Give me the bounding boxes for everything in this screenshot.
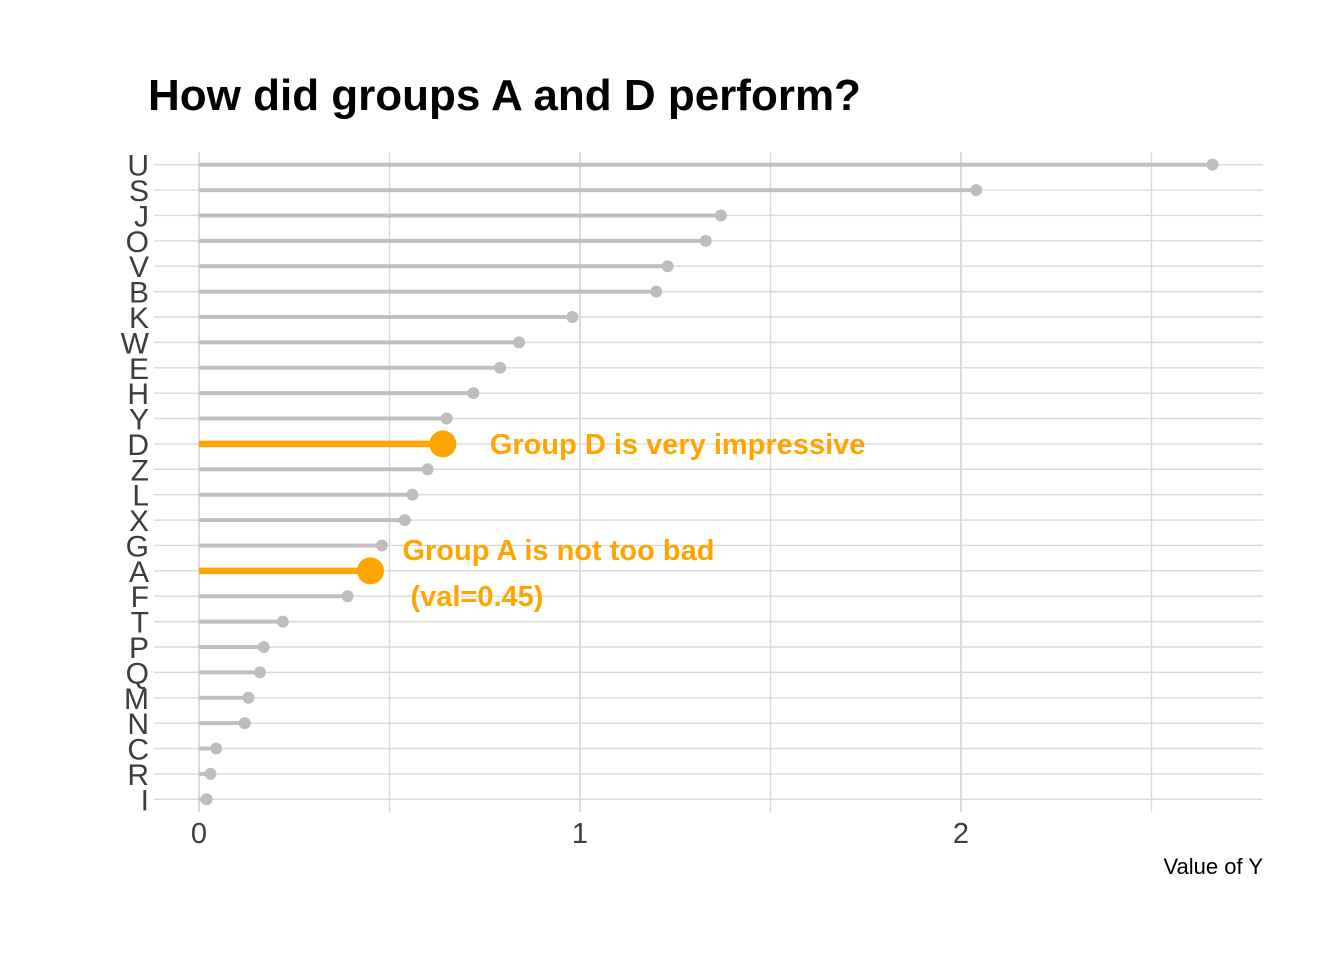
lollipop-dot — [398, 514, 411, 527]
lollipop-dot — [356, 557, 384, 585]
lollipop-dot — [429, 430, 457, 458]
lollipop-row-C: C — [127, 734, 1263, 767]
y-axis-label-R: R — [127, 759, 149, 792]
lollipop-row-T: T — [131, 607, 1263, 640]
y-axis-label-Q: Q — [126, 657, 149, 690]
y-axis-label-Z: Z — [131, 454, 149, 487]
y-axis-label-N: N — [127, 708, 149, 741]
y-axis-label-H: H — [127, 378, 149, 411]
lollipop-row-G: G — [126, 530, 1263, 563]
y-axis-label-B: B — [129, 277, 149, 310]
lollipop-row-D: D — [127, 429, 1263, 462]
y-axis-label-W: W — [121, 327, 150, 360]
x-tick-label-0: 0 — [191, 818, 207, 850]
lollipop-row-R: R — [127, 759, 1263, 792]
lollipop-dot — [714, 209, 727, 222]
lollipop-row-O: O — [126, 226, 1263, 259]
lollipop-dot — [253, 666, 266, 679]
annotation-group-d: Group D is very impressive — [490, 429, 866, 461]
y-axis-label-O: O — [126, 226, 149, 259]
lollipop-row-V: V — [129, 251, 1263, 284]
y-axis-label-K: K — [129, 302, 149, 335]
y-axis-label-C: C — [127, 734, 149, 767]
x-tick-label-1: 1 — [572, 818, 588, 850]
lollipop-dot — [375, 539, 388, 552]
y-axis-label-F: F — [131, 581, 149, 614]
lollipop-dot — [513, 336, 526, 349]
y-axis-label-L: L — [132, 480, 149, 513]
lollipop-row-E: E — [129, 353, 1263, 386]
lollipop-row-I: I — [141, 784, 1263, 817]
y-axis-label-T: T — [131, 607, 149, 640]
lollipop-dot — [238, 717, 251, 730]
y-axis-label-D: D — [127, 429, 149, 462]
lollipop-row-L: L — [132, 480, 1263, 513]
y-axis-label-M: M — [124, 683, 149, 716]
y-axis-label-U: U — [127, 150, 149, 183]
lollipop-dot — [204, 767, 217, 780]
lollipop-dot — [1206, 158, 1219, 171]
lollipop-row-H: H — [127, 378, 1263, 411]
lollipop-row-Y: Y — [129, 404, 1263, 437]
y-axis-label-X: X — [129, 505, 149, 538]
lollipop-dot — [970, 184, 983, 197]
y-axis-label-J: J — [134, 200, 149, 233]
annotation-group-a-line1: Group A is not too bad — [402, 535, 714, 567]
lollipop-row-B: B — [129, 277, 1263, 310]
lollipop-row-Q: Q — [126, 657, 1263, 690]
lollipop-dot — [257, 641, 270, 653]
lollipop-dot — [699, 234, 712, 247]
lollipop-row-U: U — [127, 150, 1263, 183]
lollipop-dot — [406, 488, 419, 501]
lollipop-row-A: A — [129, 556, 1263, 589]
annotation-group-a-line2: (val=0.45) — [410, 581, 543, 613]
lollipop-dot — [566, 311, 579, 323]
lollipop-row-K: K — [129, 302, 1263, 335]
lollipop-dot — [467, 387, 480, 400]
y-axis-label-P: P — [129, 632, 149, 665]
lollipop-row-X: X — [129, 505, 1263, 538]
axis-tick-labels: 0 1 2 — [191, 818, 969, 850]
lollipop-dot — [661, 260, 674, 273]
y-axis-label-E: E — [129, 353, 149, 386]
lollipop-row-F: F — [131, 581, 1263, 614]
x-tick-label-2: 2 — [953, 818, 969, 850]
lollipop-row-J: J — [134, 200, 1263, 233]
y-axis-label-S: S — [129, 175, 149, 208]
y-axis-label-I: I — [141, 784, 149, 817]
lollipop-dot — [276, 615, 289, 628]
x-axis-label: Value of Y — [1164, 854, 1264, 879]
y-axis-label-A: A — [129, 556, 149, 589]
vertical-gridlines — [198, 152, 1153, 812]
lollipop-dot — [493, 361, 506, 374]
lollipop-row-W: W — [121, 327, 1263, 360]
lollipop-dot — [242, 691, 255, 704]
y-axis-label-V: V — [129, 251, 149, 284]
y-axis-label-Y: Y — [129, 404, 149, 437]
lollipop-dot — [440, 412, 453, 425]
lollipop-dot — [341, 590, 354, 603]
lollipop-dot — [200, 793, 213, 806]
lollipop-row-M: M — [124, 683, 1263, 716]
chart-title: How did groups A and D perform? — [148, 71, 861, 120]
lollipop-row-N: N — [127, 708, 1263, 741]
lollipop-dot — [421, 463, 434, 476]
lollipop-row-P: P — [129, 632, 1263, 665]
y-axis-label-G: G — [126, 530, 149, 563]
lollipop-dot — [650, 285, 663, 298]
lollipop-row-Z: Z — [131, 454, 1263, 487]
lollipop-row-S: S — [129, 175, 1263, 208]
lollipop-dot — [210, 742, 223, 755]
